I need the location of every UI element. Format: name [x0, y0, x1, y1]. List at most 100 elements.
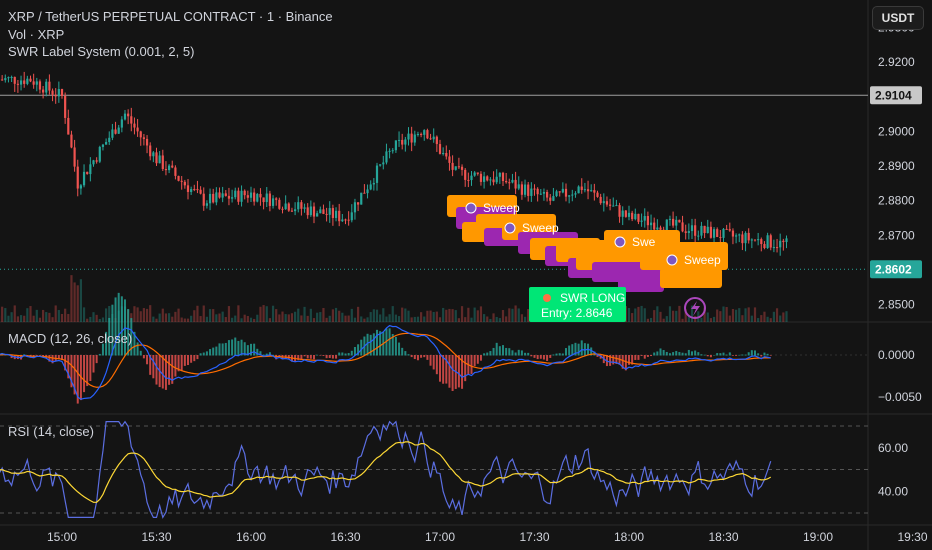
volume-bar — [294, 311, 297, 322]
candle-body — [231, 197, 234, 199]
candle-body — [760, 239, 763, 245]
macd-pane — [0, 292, 868, 404]
volume-bar — [357, 306, 360, 322]
macd-hist-bar — [757, 353, 760, 356]
candle-body — [139, 131, 142, 138]
volume-bar — [785, 311, 788, 322]
candle-body — [684, 231, 687, 233]
volume-bar — [168, 313, 171, 322]
volume-bar — [735, 309, 738, 322]
candle-body — [23, 80, 26, 84]
macd-label[interactable]: MACD (12, 26, close) — [8, 331, 133, 346]
macd-hist-bar — [120, 296, 123, 356]
volume-bar — [48, 312, 51, 322]
macd-hist-bar — [322, 355, 325, 356]
candle-body — [190, 189, 193, 192]
macd-hist-bar — [388, 328, 391, 356]
candle-body — [728, 229, 731, 231]
candle-body — [111, 129, 114, 138]
macd-hist-bar — [246, 345, 249, 356]
macd-hist-bar — [621, 355, 624, 369]
time-tick: 15:00 — [47, 530, 77, 544]
candle-body — [234, 190, 237, 198]
rsi-label[interactable]: RSI (14, close) — [8, 424, 94, 439]
macd-hist-bar — [152, 355, 155, 379]
macd-hist-bar — [38, 355, 41, 356]
candle-body — [363, 192, 366, 194]
sweep-icon — [614, 236, 626, 248]
volume-bar — [757, 318, 760, 322]
candle-body — [105, 142, 108, 145]
candle-body — [731, 230, 735, 237]
candle-body — [612, 205, 615, 207]
volume-bar — [183, 318, 186, 322]
candle-body — [152, 152, 155, 157]
candle-body — [631, 212, 634, 220]
candle-body — [334, 210, 338, 218]
macd-hist-bar — [413, 355, 416, 360]
volume-bar — [268, 318, 271, 322]
candle-body — [237, 190, 240, 202]
candle-body — [438, 144, 442, 154]
candle-body — [505, 180, 508, 183]
macd-hist-bar — [114, 297, 117, 356]
candle-body — [558, 191, 561, 193]
macd-hist-bar — [325, 355, 328, 359]
candle-body — [42, 89, 45, 93]
macd-hist-bar — [684, 353, 687, 356]
macd-hist-bar — [341, 352, 344, 356]
candle-body — [38, 81, 42, 90]
volume-bar — [473, 307, 476, 322]
macd-hist-bar — [473, 355, 476, 367]
macd-hist-bar — [687, 349, 690, 356]
candle-body — [294, 209, 297, 212]
candle-body — [306, 207, 309, 216]
volume-legend[interactable]: Vol · XRP — [8, 27, 65, 42]
volume-bar — [775, 308, 779, 322]
macd-hist-bar — [709, 355, 712, 358]
macd-hist-bar — [583, 343, 586, 356]
candle-body — [108, 137, 111, 143]
macd-hist-bar — [423, 355, 426, 358]
volume-bar — [319, 312, 322, 322]
volume-bar — [164, 313, 168, 322]
candle-body — [782, 240, 785, 243]
volume-bar — [13, 305, 16, 322]
candle-body — [442, 153, 445, 155]
candle-body — [763, 244, 766, 249]
candle-body — [303, 207, 306, 209]
symbol-legend[interactable]: XRP / TetherUS PERPETUAL CONTRACT · 1 · … — [8, 9, 333, 24]
candle-body — [319, 209, 322, 214]
volume-bar — [483, 314, 486, 322]
volume-bar — [420, 312, 423, 322]
candle-body — [89, 164, 92, 175]
volume-bar — [98, 318, 101, 322]
volume-bar — [328, 315, 331, 322]
macd-hist-bar — [675, 350, 678, 356]
volume-bar — [70, 275, 73, 322]
candle-body — [1, 79, 4, 81]
currency-button[interactable]: USDT — [872, 6, 924, 30]
macd-hist-bar — [624, 355, 627, 371]
macd-hist-bar — [259, 351, 262, 356]
indicator-legend[interactable]: SWR Label System (0.001, 2, 5) — [8, 44, 195, 59]
macd-hist-bar — [168, 355, 171, 385]
volume-bar — [407, 310, 410, 322]
candle-body — [454, 166, 457, 170]
candle-body — [700, 225, 703, 236]
volume-bar — [643, 308, 646, 322]
volume-bar — [656, 306, 659, 322]
volume-bar — [690, 305, 694, 322]
volume-bar — [631, 313, 634, 322]
volume-bar — [234, 315, 237, 322]
candle-body — [775, 247, 779, 249]
volume-bar — [379, 314, 382, 322]
volume-bar — [186, 318, 190, 322]
swr-long-label — [529, 287, 626, 322]
volume-bar — [722, 306, 725, 322]
volume-bar — [410, 317, 413, 322]
volume-bar — [360, 316, 363, 322]
price-marker-upper — [870, 86, 922, 105]
